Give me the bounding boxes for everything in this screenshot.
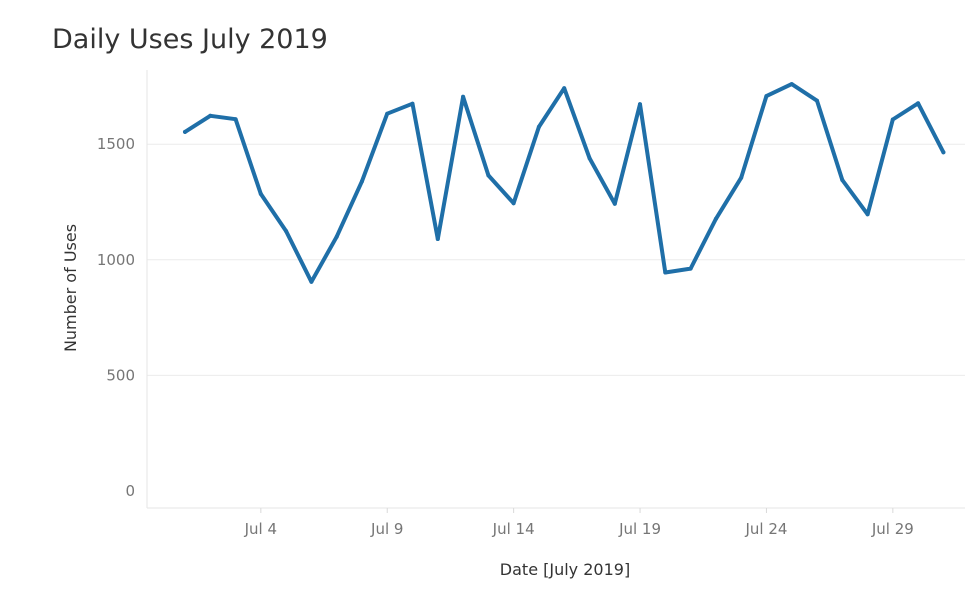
data-point (208, 113, 213, 118)
data-point (183, 129, 187, 134)
data-point (309, 279, 314, 284)
data-point (284, 229, 289, 234)
gridlines (147, 143, 965, 376)
chart-title: Daily Uses July 2019 (52, 24, 328, 55)
data-point (789, 82, 794, 87)
y-tick-label: 1500 (97, 135, 135, 153)
data-point (562, 86, 567, 91)
x-ticks: Jul 4 Jul 9 Jul 14 Jul 19 Jul 24 Jul 29 (244, 508, 914, 538)
x-tick-label: Jul 19 (618, 520, 661, 538)
data-point (511, 201, 516, 206)
data-point (890, 117, 895, 122)
data-point (713, 216, 718, 221)
y-ticks: 0 500 1000 1500 (97, 135, 135, 500)
data-point (638, 102, 642, 107)
data-point (612, 201, 617, 206)
data-point (385, 111, 390, 116)
data-point (334, 234, 339, 239)
y-tick-label: 500 (106, 366, 135, 384)
x-tick-label: Jul 14 (492, 520, 535, 538)
x-tick-label: Jul 4 (244, 520, 277, 538)
y-tick-label: 1000 (97, 251, 135, 269)
series-points (183, 82, 946, 284)
data-point (688, 266, 693, 271)
data-point (435, 237, 440, 241)
data-point (410, 101, 415, 106)
x-tick-label: Jul 24 (744, 520, 787, 538)
data-point (916, 101, 921, 106)
x-tick-label: Jul 9 (370, 520, 403, 538)
x-axis-title: Date [July 2019] (500, 560, 630, 579)
x-tick-label: Jul 29 (871, 520, 914, 538)
data-point (258, 191, 263, 196)
data-point (536, 124, 541, 129)
data-point (840, 178, 845, 182)
data-point (739, 175, 744, 180)
data-point (941, 150, 946, 155)
data-point (764, 94, 769, 99)
data-point (865, 212, 870, 217)
data-point (587, 156, 592, 161)
y-tick-label: 0 (125, 482, 135, 500)
data-point (663, 270, 668, 275)
data-point (360, 179, 364, 184)
series-line (183, 82, 946, 284)
data-point (461, 94, 466, 99)
data-point (815, 98, 819, 103)
y-axis-title: Number of Uses (61, 224, 80, 352)
data-point (486, 173, 491, 178)
data-point (233, 117, 238, 122)
